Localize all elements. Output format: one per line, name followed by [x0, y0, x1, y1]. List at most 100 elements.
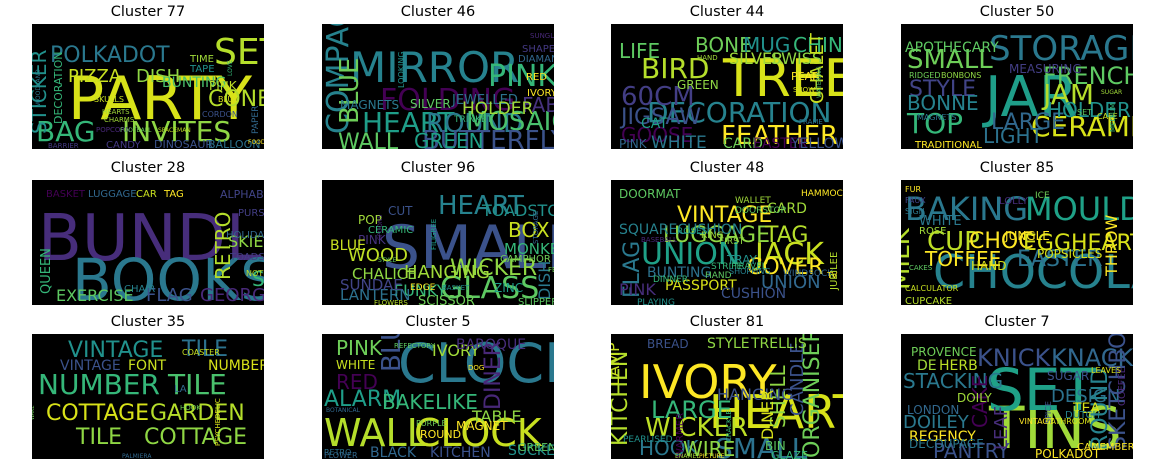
cloud-word: PANTRY: [933, 439, 1010, 459]
cloud-word: SET: [1077, 108, 1092, 117]
cloud-word: LEAF: [991, 406, 1012, 450]
wordcloud-panel: CLOCKWALLCLOCKBLUEALARMBAKELIKEDINERPINK…: [322, 334, 554, 459]
cloud-word: HOLDER: [462, 99, 533, 119]
cloud-word: YELLOW: [790, 136, 843, 149]
cloud-word: CUT: [388, 204, 413, 218]
cloud-word: HAND: [697, 54, 718, 62]
cloud-word: COMPACT: [322, 24, 356, 134]
cloud-word: FABRIC: [522, 93, 554, 117]
wordcloud-panel: NUMBER TILE COTTAGE GARDEN TILE COTTAGE TILE VI…: [32, 334, 264, 459]
cloud-word: SCISSOR: [418, 294, 475, 305]
cloud-word: SUCKER: [508, 443, 554, 459]
cloud-word: HOLIDAY: [226, 230, 264, 241]
cloud-word: PALMIERA: [122, 453, 152, 459]
cloud-word: PAPER: [251, 106, 261, 134]
cloud-word: ROSE: [919, 226, 947, 237]
cloud-word: CUPCAKE: [905, 296, 952, 305]
cloud-word: SUNDAE: [340, 276, 403, 294]
cloud-word: MOULD: [1025, 190, 1133, 228]
cloud-word: STORAGE: [989, 29, 1133, 69]
cloud-word: HOOK: [180, 404, 201, 412]
cloud-word: HAND: [971, 259, 1006, 273]
cloud-word: RED: [336, 370, 378, 394]
cloud-word: BAKING: [905, 190, 1028, 228]
cloud-word: NUMBER: [208, 358, 264, 374]
cloud-word: TILE: [167, 368, 227, 401]
cloud-word: SPICE: [1044, 401, 1053, 424]
cloud-word: BUNDLE: [38, 202, 264, 276]
cloud-word: WHITE: [336, 358, 375, 372]
cloud-word: CARD: [767, 201, 807, 217]
cloud-word: DIAMANTE: [518, 54, 554, 65]
cloud-word: JAM: [1041, 78, 1094, 111]
cloud-word: BLACK: [370, 445, 417, 459]
cloud-word: CUSHION: [721, 286, 786, 302]
cloud-word: COVER: [747, 255, 824, 280]
cloud-word: TRADITIONAL: [914, 140, 982, 149]
cloud-word: LA: [174, 384, 187, 395]
cloud-word: PINK: [488, 59, 554, 94]
cloud-word: FAUX: [905, 196, 926, 205]
cloud-word: CHOC: [969, 229, 1034, 254]
cloud-word: COFFEE: [1117, 367, 1128, 406]
cloud-word: HEARTS: [102, 108, 130, 116]
cloud-word: STORAGE: [532, 211, 540, 244]
cloud-word: DECORATION: [52, 52, 65, 124]
cloud-word: TAG: [163, 189, 184, 200]
cloud-word: HERB: [939, 358, 978, 374]
cloud-word: HEART: [709, 385, 843, 439]
cloud-word: LUGGAGE: [663, 223, 770, 248]
cloud-word: MAGNET: [456, 419, 508, 433]
cloud-word: JAR: [982, 65, 1078, 130]
cloud-word: TIME: [189, 54, 214, 65]
cloud-word: KITCHEN: [611, 351, 633, 446]
cloud-word: FOOTBALL: [120, 127, 152, 134]
cloud-word: CHINA: [793, 33, 843, 57]
cloud-word: BASKET: [442, 284, 470, 292]
cloud-word: BREAD: [647, 337, 689, 351]
cloud-word: BIRD: [641, 52, 709, 85]
cloud-word: CLOCK: [398, 334, 554, 395]
cloud-word: CHALICE: [352, 265, 417, 283]
cloud-word: FLAG: [620, 241, 645, 298]
cloud-word: SUGAR: [1101, 89, 1122, 96]
cloud-word: SQUARECUSHION: [619, 222, 742, 238]
wordcloud-panel: TINS SET KNICK KNACK STACKING DESIGN DOILEY PAN…: [901, 334, 1133, 459]
cloud-word: ORGANISER: [800, 334, 825, 458]
cloud-word: MAGNETS: [340, 98, 399, 112]
cloud-word: WICKER: [450, 256, 537, 281]
cloud-word: CARD: [723, 136, 763, 149]
cloud-word: LIGHT: [983, 124, 1044, 148]
cloud-word: TILE: [75, 425, 122, 450]
cloud-word: SET: [214, 32, 264, 73]
cloud-word: RED: [526, 72, 547, 83]
panel-title: Cluster 77: [110, 4, 186, 20]
cloud-word: TAPE: [189, 64, 215, 75]
cloud-word: LOOKING: [397, 51, 406, 88]
cloud-word: BONBONS: [941, 71, 981, 80]
cloud-word: IVORY: [432, 341, 480, 360]
cloud-word: DISH: [136, 66, 180, 87]
cloud-word: VINTAGE: [68, 338, 163, 363]
cloud-word: ALARM: [324, 387, 401, 412]
cloud-word: REFECTORY: [394, 342, 436, 350]
cloud-word: EASTER: [753, 136, 808, 149]
cloud-word: SUNGLASS: [530, 32, 554, 40]
cloud-word: MONKEY: [504, 240, 554, 258]
cloud-word: SHOPPING: [729, 267, 771, 276]
cloud-word: LIFE: [619, 39, 660, 63]
cloud-word: TRAY: [726, 253, 757, 267]
cloud-word: BUNTING: [162, 75, 226, 91]
cloud-word: SILVER: [729, 49, 783, 68]
cloud-word: WHITE: [651, 133, 707, 149]
cloud-word: FEATHER: [721, 121, 838, 149]
cloud-word: MAGNETS: [917, 113, 956, 122]
cloud-word: SUGAR: [1047, 369, 1089, 383]
